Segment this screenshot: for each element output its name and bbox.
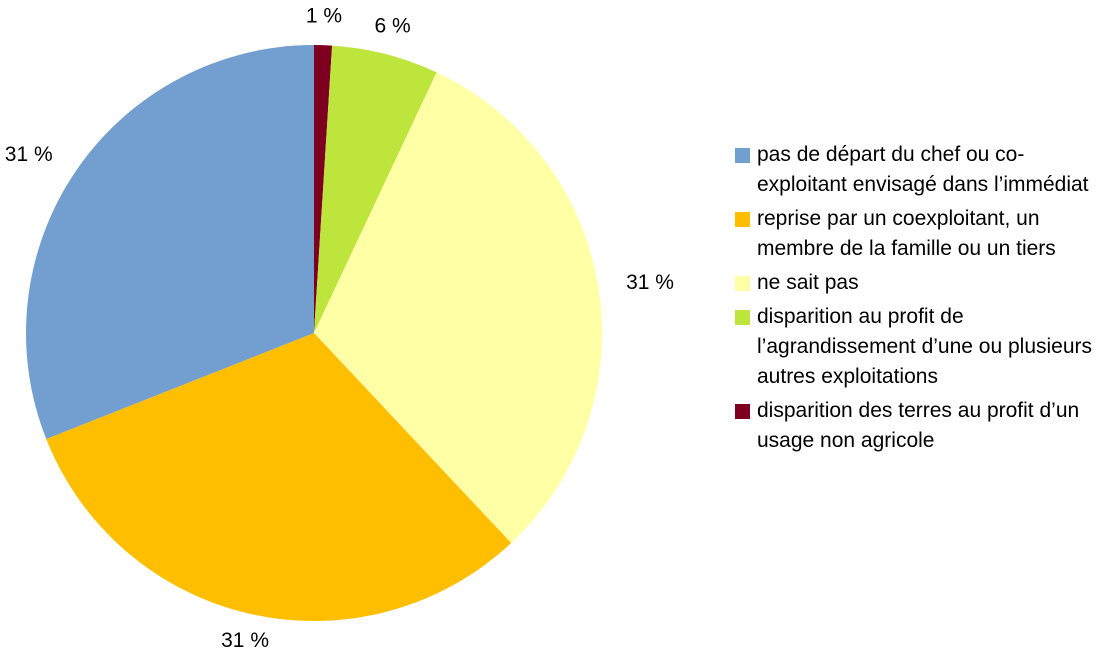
legend-swatch — [735, 148, 750, 163]
legend-entry: pas de départ du chef ou co-exploitant e… — [735, 140, 1095, 200]
pie-area: 1 % 6 % 31 % 31 % 31 % — [5, 5, 674, 652]
pie-slice — [314, 45, 333, 333]
legend-label: pas de départ du chef ou co-exploitant e… — [757, 143, 1089, 196]
legend-label: disparition des terres au profit d’un us… — [757, 399, 1080, 452]
legend-label: reprise par un coexploitant, un membre d… — [757, 207, 1056, 260]
legend-swatch — [735, 310, 750, 325]
legend-entry: reprise par un coexploitant, un membre d… — [735, 204, 1095, 264]
legend-entry: disparition au profit de l’agrandissemen… — [735, 302, 1095, 392]
legend-label: disparition au profit de l’agrandissemen… — [757, 305, 1093, 388]
pie-slice — [314, 72, 602, 543]
data-label: 31 % — [5, 143, 53, 166]
pie-slice — [25, 45, 315, 440]
legend-label: ne sait pas — [757, 271, 859, 294]
pie-slice — [46, 333, 512, 621]
legend: pas de départ du chef ou co-exploitant e… — [735, 140, 1095, 460]
data-label: 31 % — [221, 629, 269, 652]
legend-swatch — [735, 404, 750, 419]
data-label: 1 % — [306, 5, 342, 28]
legend-entry: ne sait pas — [735, 268, 1095, 298]
legend-swatch — [735, 276, 750, 291]
data-label: 6 % — [374, 14, 410, 37]
legend-swatch — [735, 212, 750, 227]
data-label: 31 % — [626, 271, 674, 294]
pie-slice — [314, 45, 437, 334]
legend-entry: disparition des terres au profit d’un us… — [735, 396, 1095, 456]
